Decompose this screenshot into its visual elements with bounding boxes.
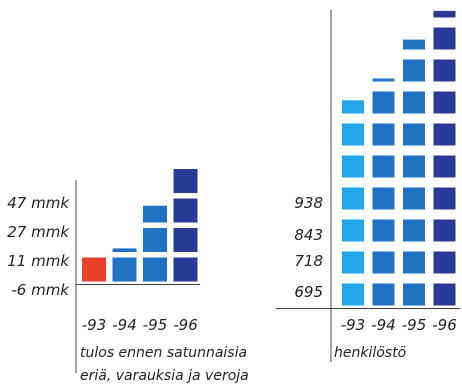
bar-square--94 xyxy=(112,257,137,282)
bar-square--95 xyxy=(403,59,425,82)
value-label: 843 xyxy=(294,226,323,244)
bar-square--94 xyxy=(372,155,395,178)
bar-square--95 xyxy=(143,228,167,252)
bar-square--96 xyxy=(433,251,456,274)
value-label: 11 mmk xyxy=(7,252,70,270)
bar-square--94 xyxy=(372,251,395,274)
bar-partial--94 xyxy=(372,78,395,82)
bar-square--96 xyxy=(173,198,198,223)
bar-partial--95 xyxy=(403,39,425,50)
bar-square--95 xyxy=(403,283,425,306)
bar-square--96 xyxy=(173,257,198,282)
x-tick-label: -93 xyxy=(341,316,366,334)
bar-square--94 xyxy=(372,219,395,242)
value-label: 718 xyxy=(294,252,323,270)
x-tick-label: -95 xyxy=(143,316,168,334)
x-tick-label: -96 xyxy=(432,316,457,334)
bar-square--95 xyxy=(403,219,425,242)
bar-square--96 xyxy=(433,155,456,178)
bar-square--93 xyxy=(342,251,364,274)
bar-square--94 xyxy=(372,187,395,210)
bar-square--96 xyxy=(433,91,456,114)
bar-partial--95 xyxy=(143,205,167,223)
chart-caption: tulos ennen satunnaisia xyxy=(80,345,247,361)
bar-partial--94 xyxy=(112,248,137,252)
bar-square--95 xyxy=(403,155,425,178)
bar-partial--93 xyxy=(342,100,364,114)
x-tick-label: -96 xyxy=(173,316,198,334)
value-label: 938 xyxy=(294,194,323,212)
bar-square--96 xyxy=(433,123,456,146)
bar-square--95 xyxy=(403,251,425,274)
bar-square--96 xyxy=(433,59,456,82)
x-tick-label: -94 xyxy=(371,316,396,334)
bar-square--96 xyxy=(173,169,198,193)
bar-square--96 xyxy=(173,228,198,252)
bar-square--93 xyxy=(342,219,364,242)
bar-square--95 xyxy=(143,257,167,282)
bar-square--95 xyxy=(403,187,425,210)
bar-square--96 xyxy=(433,219,456,242)
bar-square--93 xyxy=(342,123,364,146)
bar-square--94 xyxy=(372,283,395,306)
bar-square--93 xyxy=(342,155,364,178)
value-label: 27 mmk xyxy=(7,223,70,241)
bar-square--96 xyxy=(433,27,456,50)
bar-square--93 xyxy=(342,187,364,210)
x-tick-label: -95 xyxy=(402,316,427,334)
bar-partial--96 xyxy=(433,10,456,18)
value-label: 47 mmk xyxy=(7,194,70,212)
chart-caption: henkilöstö xyxy=(334,345,406,361)
bar-square--95 xyxy=(403,91,425,114)
value-label: -6 mmk xyxy=(11,281,70,299)
bar-square--95 xyxy=(403,123,425,146)
bar-square--94 xyxy=(372,123,395,146)
value-label: 695 xyxy=(294,283,323,301)
bar-square--93 xyxy=(342,283,364,306)
x-tick-label: -93 xyxy=(82,316,107,334)
bar-square--93 xyxy=(82,257,106,282)
bar-square--96 xyxy=(433,187,456,210)
x-tick-label: -94 xyxy=(112,316,137,334)
bar-square--94 xyxy=(372,91,395,114)
bar-square--96 xyxy=(433,283,456,306)
chart-caption: eriä, varauksia ja veroja xyxy=(80,368,249,384)
